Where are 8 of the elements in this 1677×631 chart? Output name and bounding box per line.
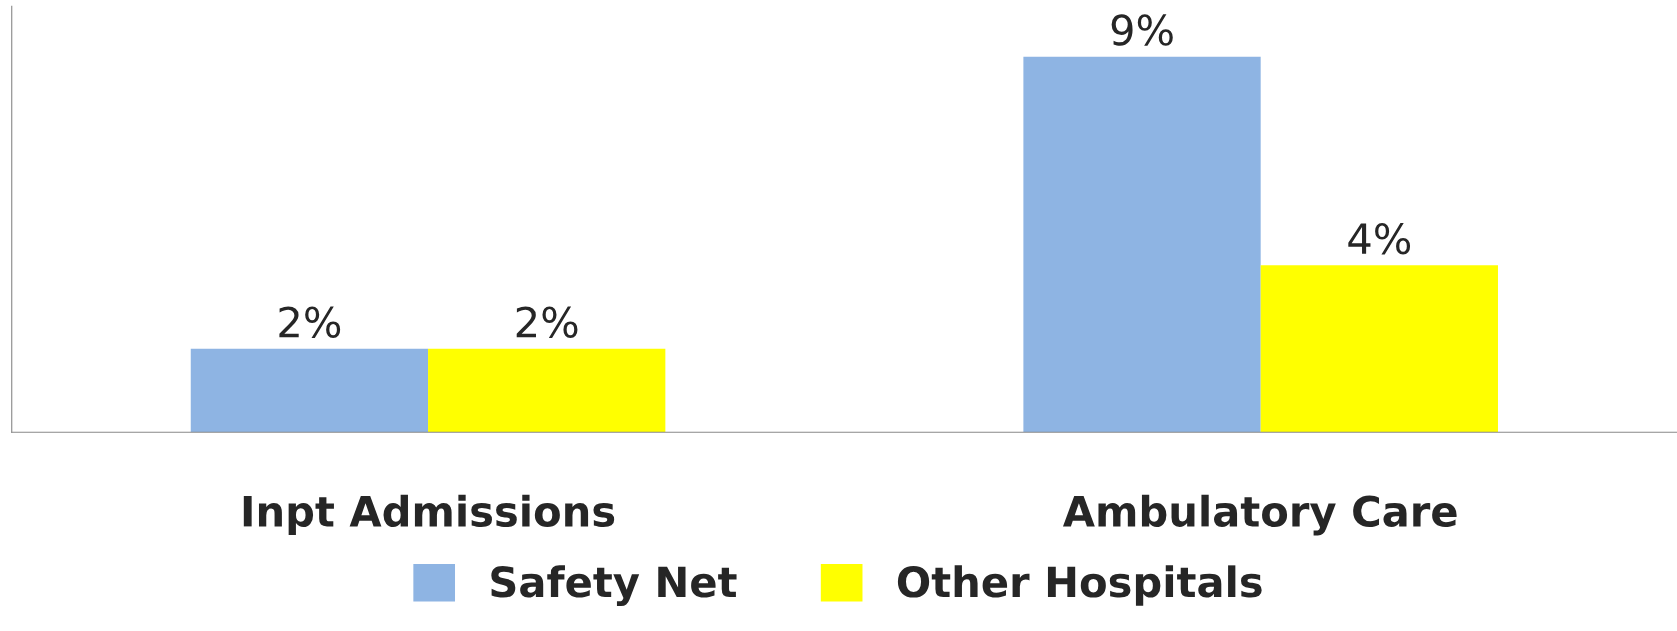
data-label: 4%: [1348, 222, 1411, 255]
legend-label: Other Hospitals: [897, 565, 1262, 606]
x-tick-label: Inpt Admissions: [243, 494, 615, 536]
legend-label: Safety Net: [491, 565, 737, 606]
data-label: 2%: [279, 306, 341, 338]
data-label: 9%: [1111, 14, 1173, 46]
data-label: 2%: [516, 306, 578, 338]
x-tick-label: Ambulatory Care: [1062, 494, 1457, 536]
